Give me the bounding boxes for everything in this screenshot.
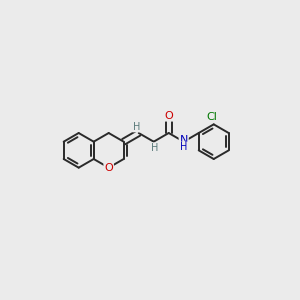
Text: O: O xyxy=(164,111,173,121)
Text: Cl: Cl xyxy=(206,112,217,122)
Text: H: H xyxy=(133,122,140,132)
Text: N: N xyxy=(179,135,188,145)
Text: O: O xyxy=(104,163,113,173)
Text: H: H xyxy=(180,142,188,152)
Text: H: H xyxy=(151,143,158,153)
